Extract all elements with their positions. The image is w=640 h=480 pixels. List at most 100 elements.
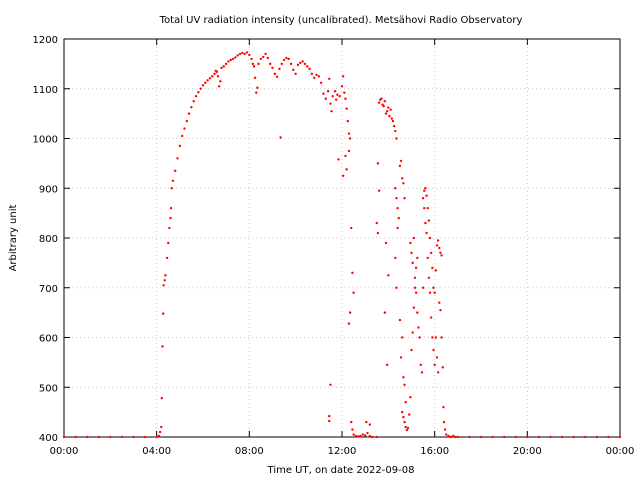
data-point: [333, 90, 337, 93]
data-point: [402, 376, 405, 379]
data-point: [329, 102, 332, 105]
data-point: [348, 137, 352, 140]
data-point: [330, 109, 333, 113]
data-point: [199, 87, 202, 90]
data-point: [341, 75, 345, 78]
x-tick-label: 08:00: [235, 446, 264, 457]
data-point: [350, 420, 353, 424]
data-point: [560, 435, 564, 439]
data-point: [380, 97, 383, 100]
x-tick-label: 16:00: [420, 446, 449, 457]
data-point: [390, 117, 394, 120]
data-point: [271, 66, 274, 70]
data-point: [357, 435, 360, 438]
y-tick-label: 400: [39, 433, 58, 444]
data-point: [387, 106, 390, 109]
data-point: [324, 97, 327, 100]
data-point: [439, 308, 442, 312]
data-point: [479, 435, 483, 439]
data-point: [414, 291, 418, 294]
data-point: [161, 345, 164, 348]
data-point: [243, 52, 246, 56]
data-point: [376, 231, 380, 235]
data-point: [396, 226, 399, 230]
data-point: [231, 57, 235, 61]
x-tick-label: 00:00: [50, 446, 79, 457]
data-point: [442, 405, 445, 409]
data-point: [411, 331, 414, 334]
data-point: [335, 98, 338, 101]
data-point: [417, 326, 420, 329]
data-point: [268, 62, 272, 66]
data-point: [266, 56, 270, 60]
data-point: [388, 114, 391, 118]
data-point: [157, 434, 161, 438]
data-point: [398, 318, 402, 322]
data-point: [456, 435, 460, 439]
data-point: [344, 97, 347, 100]
data-point: [423, 206, 426, 210]
data-point: [401, 177, 404, 180]
data-point: [440, 336, 443, 339]
data-point: [387, 274, 390, 277]
data-point: [352, 433, 355, 436]
data-point: [595, 435, 599, 439]
y-tick-label: 700: [39, 284, 58, 295]
data-point: [262, 55, 265, 59]
data-point: [345, 168, 348, 171]
data-point: [204, 81, 207, 84]
data-point: [236, 54, 239, 57]
data-point: [452, 434, 455, 438]
data-point: [158, 430, 162, 434]
data-point: [514, 435, 517, 439]
data-point: [218, 85, 221, 88]
data-point: [163, 279, 166, 282]
data-point: [183, 127, 186, 130]
data-point: [328, 414, 331, 418]
data-point: [348, 311, 352, 314]
data-point: [411, 261, 414, 265]
data-point: [395, 137, 398, 140]
data-point: [385, 363, 389, 367]
data-point: [340, 85, 344, 88]
data-point: [429, 251, 433, 255]
data-point: [394, 256, 397, 260]
data-point: [394, 187, 397, 190]
data-point: [395, 197, 398, 200]
data-point: [445, 433, 448, 436]
data-point: [227, 60, 230, 63]
data-point: [238, 52, 242, 56]
data-point: [396, 206, 399, 210]
data-point: [607, 435, 610, 439]
y-tick-label: 800: [39, 234, 58, 245]
data-point: [412, 236, 416, 240]
data-point: [256, 86, 259, 89]
data-point: [294, 72, 297, 76]
data-point: [439, 251, 442, 255]
data-point: [299, 61, 302, 65]
data-point: [174, 169, 177, 173]
data-point: [292, 68, 295, 72]
data-point: [429, 316, 433, 319]
data-point: [425, 231, 428, 235]
data-point: [317, 75, 321, 78]
data-point: [206, 79, 209, 82]
data-point: [402, 415, 405, 419]
data-point: [426, 256, 429, 260]
data-point: [491, 435, 494, 439]
data-point: [383, 311, 387, 314]
data-point: [280, 62, 283, 66]
data-point: [424, 187, 427, 190]
data-point: [192, 99, 195, 103]
data-point: [296, 63, 300, 67]
data-point: [336, 93, 339, 96]
data-point: [347, 132, 351, 135]
data-point: [219, 80, 222, 83]
data-point: [418, 336, 421, 339]
y-tick-label: 900: [39, 184, 58, 195]
data-point: [423, 189, 426, 192]
data-point: [352, 291, 355, 294]
data-point: [346, 119, 349, 123]
data-point: [404, 425, 407, 429]
data-point: [155, 435, 158, 439]
